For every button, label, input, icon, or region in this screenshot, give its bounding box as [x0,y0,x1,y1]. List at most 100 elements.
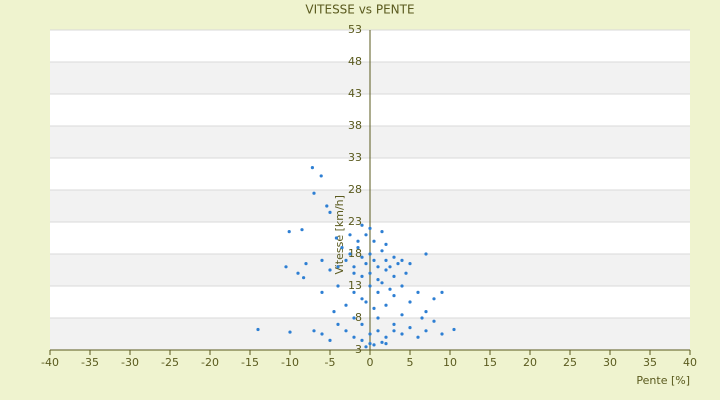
point [400,332,404,336]
point [364,345,368,349]
point [408,300,412,304]
point [360,322,364,326]
point [352,265,356,269]
point [319,174,323,178]
point [376,290,380,294]
point [372,239,376,243]
point [352,290,356,294]
x-tick-label: -15 [241,356,259,369]
x-tick-label: 25 [563,356,577,369]
point [400,313,404,317]
point [360,297,364,301]
y-tick-label: 48 [348,55,362,68]
x-tick-label: 5 [407,356,414,369]
point [312,329,316,333]
point [325,204,329,208]
point [344,258,348,262]
point [388,287,392,291]
point [320,290,324,294]
point [328,268,332,272]
point [380,249,384,253]
point [384,303,388,307]
y-tick-label: 53 [348,23,362,36]
x-tick-label: -10 [281,356,299,369]
point [360,274,364,278]
point [352,335,356,339]
x-tick-label: 20 [523,356,537,369]
point [424,252,428,256]
point [432,319,436,323]
x-tick-label: 35 [643,356,657,369]
point [288,330,292,334]
point [310,166,314,170]
point [368,342,372,346]
point [392,329,396,333]
point [336,322,340,326]
x-tick-label: 15 [483,356,497,369]
point [336,284,340,288]
point [364,262,368,266]
y-tick-label: 43 [348,87,362,100]
point [320,258,324,262]
point [356,246,360,250]
x-tick-label: -5 [325,356,336,369]
point [440,332,444,336]
x-tick-label: 40 [683,356,697,369]
point [380,230,384,234]
point [408,326,412,330]
point [320,332,324,336]
point [380,340,384,344]
y-tick-label: 33 [348,151,362,164]
point [368,271,372,275]
point [340,246,344,250]
point [300,228,304,232]
point [352,271,356,275]
point [376,278,380,282]
point [384,335,388,339]
y-tick-label: 13 [348,279,362,292]
point [400,258,404,262]
x-tick-label: 30 [603,356,617,369]
point [416,335,420,339]
y-tick-label: 38 [348,119,362,132]
point [440,290,444,294]
point [360,338,364,342]
y-tick-label: 28 [348,183,362,196]
point [380,281,384,285]
point [348,252,352,256]
point [392,255,396,259]
point [344,303,348,307]
point [372,258,376,262]
point [376,316,380,320]
point [392,322,396,326]
x-tick-label: 10 [443,356,457,369]
point [368,284,372,288]
point [408,262,412,266]
point [332,310,336,314]
x-tick-label: -30 [121,356,139,369]
point [336,265,340,269]
x-tick-label: -35 [81,356,99,369]
point [420,316,424,320]
point [384,342,388,346]
y-tick-label: 23 [348,215,362,228]
point [432,297,436,301]
point [356,239,360,243]
point [384,268,388,272]
point [372,343,376,347]
point [368,252,372,256]
point [452,327,456,332]
point [344,329,348,333]
x-tick-label: -20 [201,356,219,369]
point [400,284,404,288]
point [360,255,364,259]
x-tick-label: -25 [161,356,179,369]
point [424,310,428,314]
point [256,327,260,332]
point [396,262,400,266]
point [384,242,388,246]
point [392,274,396,278]
point [287,230,291,234]
point [348,233,352,237]
point [404,271,408,275]
